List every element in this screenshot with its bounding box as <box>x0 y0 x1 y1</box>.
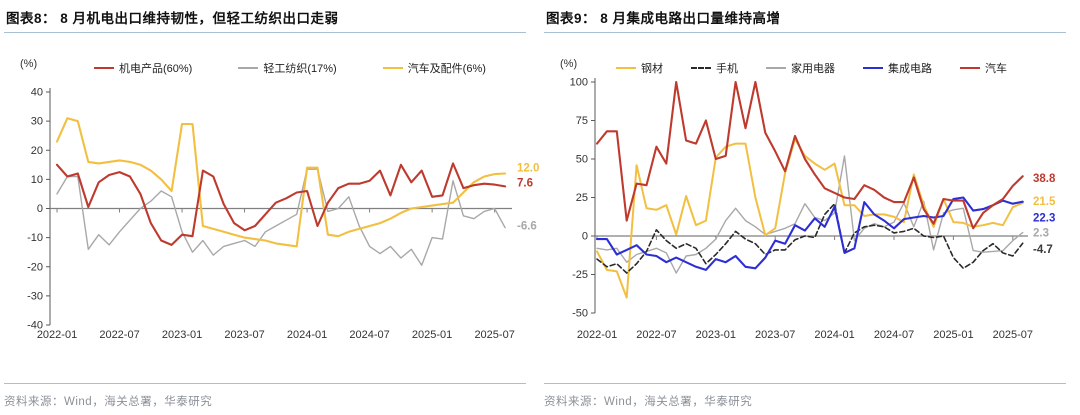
source-note: 资料来源：Wind，海关总署，华泰研究 <box>4 383 526 409</box>
series-end-label: 12.0 <box>517 163 539 175</box>
x-tick-label: 2025-07 <box>474 329 514 341</box>
legend-item: 集成电路 <box>863 60 932 76</box>
legend-label: 汽车 <box>985 63 1007 75</box>
y-tick-label: 0 <box>582 231 588 243</box>
series-end-label: 7.6 <box>517 177 533 189</box>
y-tick-label: -50 <box>572 308 588 320</box>
legend-label: 家用电器 <box>791 63 835 75</box>
legend-item: 家用电器 <box>766 60 835 76</box>
chart-area: 100 75 50 25 0 -25 -50 2022-01 2022-07 2023-01 202… <box>540 50 1080 355</box>
y-tick-label: 25 <box>576 192 588 204</box>
line-chart-svg: 100 75 50 25 0 -25 -50 2022-01 2022-07 2023-01 202… <box>570 77 1056 342</box>
series-end-label: 38.8 <box>1033 173 1056 185</box>
legend-item: 手机 <box>691 60 738 76</box>
legend-item: 汽车及配件(6%) <box>382 60 486 76</box>
x-tick-label: 2025-07 <box>993 329 1033 341</box>
title-divider <box>544 32 1066 33</box>
series-line <box>55 117 507 248</box>
x-tick-label: 2023-01 <box>162 329 202 341</box>
chart-legend: 机电产品(60%) 轻工纺织(17%) 汽车及配件(6%) <box>94 60 486 76</box>
x-tick-label: 2023-07 <box>224 329 264 341</box>
y-tick-label: -10 <box>27 232 43 244</box>
figure-title: 图表9： 8 月集成电路出口量维持高增 <box>546 11 781 26</box>
x-tick-label: 2024-07 <box>874 329 914 341</box>
y-tick-label: -25 <box>572 269 588 281</box>
x-tick-label: 2022-07 <box>99 329 139 341</box>
series-end-label: -4.7 <box>1033 244 1053 256</box>
series-line <box>595 80 1024 230</box>
y-tick-label: 0 <box>37 203 43 215</box>
series-line <box>55 162 507 246</box>
chart-legend: 钢材 手机 家用电器 集成电路 汽车 <box>616 60 1007 76</box>
legend-label: 机电产品(60%) <box>119 63 193 75</box>
x-tick-label: 2022-01 <box>577 329 617 341</box>
series-end-label: 21.5 <box>1033 196 1056 208</box>
x-tick-label: 2025-01 <box>933 329 973 341</box>
x-tick-label: 2025-01 <box>412 329 452 341</box>
legend-label: 汽车及配件(6%) <box>407 63 486 75</box>
legend-label: 手机 <box>716 63 738 75</box>
series-line <box>596 202 1024 274</box>
legend-swatch-icon <box>238 67 259 69</box>
legend-item: 汽车 <box>960 60 1007 76</box>
series-line <box>56 168 506 267</box>
x-tick-label: 2024-01 <box>287 329 327 341</box>
legend-label: 钢材 <box>641 63 663 75</box>
chart-panel-right: 图表9： 8 月集成电路出口量维持高增 100 75 50 25 0 -25 -50 2022… <box>540 0 1080 415</box>
x-tick-label: 2022-01 <box>37 329 77 341</box>
y-tick-label: 20 <box>31 145 43 157</box>
title-divider <box>4 32 526 33</box>
series-end-label: -6.6 <box>517 221 537 233</box>
legend-swatch-icon <box>691 67 711 69</box>
legend-label: 轻工纺织(17%) <box>263 63 337 75</box>
source-note: 资料来源：Wind，海关总署，华泰研究 <box>544 383 1066 409</box>
legend-item: 钢材 <box>616 60 663 76</box>
series-line <box>596 155 1024 274</box>
y-tick-label: -30 <box>27 290 43 302</box>
series-end-label: 22.3 <box>1033 213 1055 225</box>
x-tick-label: 2022-07 <box>636 329 676 341</box>
legend-swatch-icon <box>94 67 114 69</box>
y-tick-label: 75 <box>576 115 588 127</box>
figure-title: 图表8： 8 月机电出口维持韧性，但轻工纺织出口走弱 <box>6 11 339 26</box>
legend-swatch-icon <box>960 67 980 69</box>
legend-swatch-icon <box>863 67 883 69</box>
x-tick-label: 2023-01 <box>696 329 736 341</box>
y-tick-label: 100 <box>570 77 588 89</box>
y-axis-unit: (%) <box>20 58 38 70</box>
chart-area: 40 30 20 10 0 -10 -20 -30 -40 2022-01 2022-07 2023-… <box>0 50 540 355</box>
legend-swatch-icon <box>766 67 786 69</box>
legend-swatch-icon <box>616 67 636 69</box>
y-tick-label: -40 <box>27 320 43 332</box>
y-tick-label: 30 <box>31 116 43 128</box>
y-axis-unit: (%) <box>560 58 578 70</box>
y-tick-label: -20 <box>27 261 43 273</box>
legend-swatch-icon <box>382 67 403 69</box>
series-line <box>595 196 1024 271</box>
x-tick-label: 2023-07 <box>755 329 795 341</box>
legend-item: 轻工纺织(17%) <box>238 60 337 76</box>
y-tick-label: 50 <box>576 154 588 166</box>
y-tick-label: 10 <box>31 174 43 186</box>
chart-panel-left: 图表8： 8 月机电出口维持韧性，但轻工纺织出口走弱 40 30 20 10 0 -10 -… <box>0 11 540 409</box>
legend-label: 集成电路 <box>888 63 932 75</box>
x-tick-label: 2024-01 <box>814 329 854 341</box>
x-tick-label: 2024-07 <box>349 329 389 341</box>
y-tick-label: 40 <box>31 87 43 99</box>
legend-item: 机电产品(60%) <box>94 60 192 76</box>
series-end-label: 2.3 <box>1033 227 1049 239</box>
series-line <box>596 138 1024 299</box>
